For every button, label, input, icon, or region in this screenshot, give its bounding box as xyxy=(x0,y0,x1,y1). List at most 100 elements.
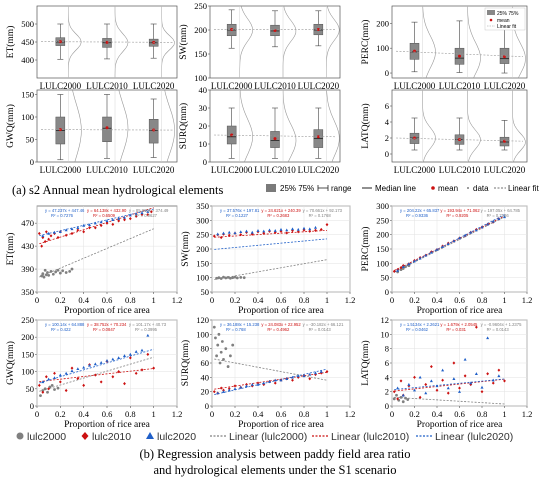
y-tick-label: 40 xyxy=(199,85,208,95)
legend-b-label: Linear (lulc2000) xyxy=(229,431,307,443)
r-squared: R² = 0.0462 xyxy=(406,327,429,332)
x-tick-label: 1.2 xyxy=(172,409,183,419)
y-tick-label: 60 xyxy=(201,358,210,368)
y-axis-label: SURQ(mm) xyxy=(178,103,189,149)
y-tick-label: 150 xyxy=(21,90,34,100)
point-lulc2000 xyxy=(216,344,219,347)
x-axis-label: Proportion of rice area xyxy=(238,305,325,316)
y-tick-label: 0 xyxy=(30,157,34,167)
legend-b-item-lulc2000: lulc2000 xyxy=(17,431,67,443)
y-tick-label: 50 xyxy=(26,135,35,145)
y-tick-label: 100 xyxy=(194,73,207,83)
y-tick-label: 250 xyxy=(196,230,209,240)
r-squared: R² = 0.9336 xyxy=(406,213,429,218)
y-tick-label: 150 xyxy=(194,49,207,59)
legend-marker-circle xyxy=(17,433,24,440)
y-tick-label: 50 xyxy=(381,273,390,283)
y-tick-label: 4 xyxy=(385,372,390,382)
point-lulc2000 xyxy=(393,397,396,400)
point-lulc2000 xyxy=(214,337,217,340)
x-tick-label: 0 xyxy=(35,295,39,305)
x-tick-label: LULC2000 xyxy=(394,81,436,91)
y-tick-label: 100 xyxy=(376,43,389,53)
point-lulc2000 xyxy=(47,274,50,277)
y-tick-label: 390 xyxy=(21,264,34,274)
x-tick-label: 1.2 xyxy=(172,295,183,305)
point-lulc2000 xyxy=(41,272,44,275)
legend-b-item-linearlulc2010: Linear (lulc2010) xyxy=(312,431,409,443)
legend-a-range: range xyxy=(331,184,352,193)
x-tick-label: 1 xyxy=(502,295,506,305)
y-tick-label: 2 xyxy=(385,387,389,397)
point-lulc2000 xyxy=(46,271,49,274)
r-squared: R² = 0.7186 xyxy=(487,213,510,218)
x-tick-label: 0.6 xyxy=(102,409,113,419)
y-tick-label: 12 xyxy=(381,315,390,325)
x-tick-label: 0.4 xyxy=(78,295,89,305)
y-axis-label: LATQ(mm) xyxy=(360,340,371,385)
point-lulc2000 xyxy=(406,398,409,401)
x-tick-label: LULC2020 xyxy=(298,81,340,91)
point-lulc2000 xyxy=(54,271,57,274)
x-tick-label: LULC2020 xyxy=(133,81,175,91)
y-tick-label: 50 xyxy=(201,287,210,297)
x-tick-label: 1 xyxy=(325,409,329,419)
x-tick-label: 0.4 xyxy=(253,295,264,305)
y-axis-label: LATQ(mm) xyxy=(360,103,371,148)
point-lulc2000 xyxy=(243,276,246,279)
point-lulc2000 xyxy=(221,340,224,343)
x-tick-label: LULC2010 xyxy=(254,165,296,175)
x-tick-label: 1.2 xyxy=(345,409,356,419)
y-tick-label: 0 xyxy=(385,401,389,411)
point-lulc2000 xyxy=(220,351,223,354)
x-tick-label: 0 xyxy=(210,409,214,419)
x-tick-label: 0.2 xyxy=(409,409,420,419)
point-lulc2000 xyxy=(71,268,74,271)
y-tick-label: 0 xyxy=(385,287,389,297)
x-tick-label: 0.8 xyxy=(477,295,488,305)
point-lulc2000 xyxy=(57,269,60,272)
y-tick-label: 0 xyxy=(205,401,209,411)
point-lulc2000 xyxy=(61,269,64,272)
y-tick-label: 100 xyxy=(196,273,209,283)
point-lulc2000 xyxy=(65,271,68,274)
y-tick-label: 100 xyxy=(376,258,389,268)
y-tick-label: 200 xyxy=(194,25,207,35)
x-tick-label: 0.4 xyxy=(432,409,443,419)
legend-b-item-linearlulc2000: Linear (lulc2000) xyxy=(210,431,307,443)
point-lulc2000 xyxy=(402,400,405,403)
y-tick-label: 2 xyxy=(385,133,389,143)
x-tick-label: 0.4 xyxy=(78,409,89,419)
r-squared: R² = 0.3995 xyxy=(135,327,158,332)
x-tick-label: 0.6 xyxy=(276,295,287,305)
point-lulc2000 xyxy=(68,270,71,273)
y-tick-label: 0 xyxy=(385,68,389,78)
x-tick-label: 0.2 xyxy=(230,295,241,305)
x-tick-label: 0.6 xyxy=(102,295,113,305)
y-axis-label: ET(mm) xyxy=(5,26,16,59)
x-tick-label: LULC2000 xyxy=(40,81,82,91)
x-tick-label: LULC2020 xyxy=(484,81,526,91)
r-squared: R² = 0.1227 xyxy=(226,213,249,218)
legend-b-label: Linear (lulc2020) xyxy=(435,431,513,443)
y-tick-label: 200 xyxy=(376,230,389,240)
x-tick-label: 0 xyxy=(390,409,394,419)
y-tick-label: 200 xyxy=(376,18,389,28)
r-squared: R² = 0.9205 xyxy=(446,213,469,218)
mean-marker xyxy=(106,41,109,44)
y-tick-label: 10 xyxy=(199,139,208,149)
y-tick-label: 200 xyxy=(196,244,209,254)
x-tick-label: 1.2 xyxy=(522,295,533,305)
x-tick-label: LULC2010 xyxy=(439,165,481,175)
x-tick-label: 0.8 xyxy=(477,409,488,419)
x-tick-label: 0.8 xyxy=(125,409,136,419)
inset-legend-box-label: 25% 75% xyxy=(497,11,519,17)
x-tick-label: LULC2010 xyxy=(439,81,481,91)
y-tick-label: 4 xyxy=(385,117,390,127)
x-tick-label: LULC2000 xyxy=(394,165,436,175)
legend-a-box: 25% 75% xyxy=(280,184,314,193)
